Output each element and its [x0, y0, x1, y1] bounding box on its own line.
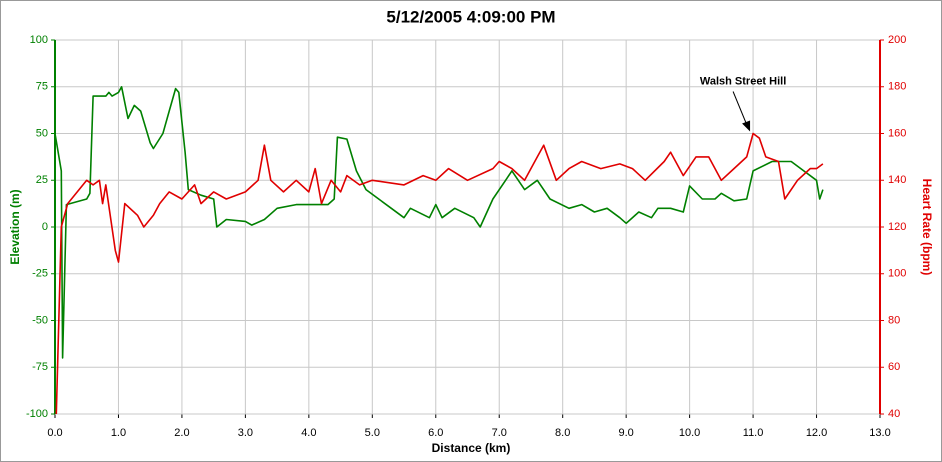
x-tick-label: 4.0	[301, 427, 316, 439]
y-tick-label: 25	[36, 174, 48, 186]
x-tick-label: 8.0	[555, 427, 570, 439]
data-line	[54, 86, 824, 359]
y-tick-label: 50	[36, 127, 48, 139]
annotation-text: Walsh Street Hill	[700, 75, 786, 87]
y2-tick-label: 140	[888, 174, 906, 186]
y2-tick-label: 120	[888, 221, 906, 233]
chart-title: 5/12/2005 4:09:00 PM	[386, 7, 555, 26]
y-tick-label: 75	[36, 81, 48, 93]
x-tick-label: 6.0	[428, 427, 443, 439]
x-tick-label: 12.0	[806, 427, 827, 439]
y-tick-label: 0	[42, 221, 48, 233]
y2-tick-label: 160	[888, 127, 906, 139]
x-tick-label: 10.0	[679, 427, 700, 439]
x-tick-label: 5.0	[365, 427, 380, 439]
x-tick-label: 9.0	[619, 427, 634, 439]
y2-tick-label: 180	[888, 81, 906, 93]
x-tick-label: 11.0	[743, 427, 764, 439]
y2-tick-label: 40	[888, 408, 900, 420]
annotation-arrow	[732, 91, 748, 126]
x-tick-label: 0.0	[47, 427, 62, 439]
y-tick-label: 100	[30, 34, 48, 46]
x-tick-label: 3.0	[238, 427, 253, 439]
x-tick-label: 7.0	[492, 427, 507, 439]
y2-tick-label: 100	[888, 268, 906, 280]
y2-tick-label: 200	[888, 34, 906, 46]
data-line	[55, 132, 824, 415]
x-tick-label: 13.0	[869, 427, 890, 439]
y2-axis-label: Heart Rate (bpm)	[920, 179, 934, 276]
x-tick-label: 1.0	[111, 427, 126, 439]
y-tick-label: -100	[26, 408, 48, 420]
x-axis-label: Distance (km)	[432, 441, 511, 455]
x-tick-label: 2.0	[174, 427, 189, 439]
y-tick-label: -50	[32, 314, 48, 326]
y-tick-label: -75	[32, 361, 48, 373]
annotation-arrowhead	[742, 120, 751, 132]
y2-tick-label: 80	[888, 314, 900, 326]
y-tick-label: -25	[32, 268, 48, 280]
y2-tick-label: 60	[888, 361, 900, 373]
y-axis-label: Elevation (m)	[8, 189, 22, 264]
